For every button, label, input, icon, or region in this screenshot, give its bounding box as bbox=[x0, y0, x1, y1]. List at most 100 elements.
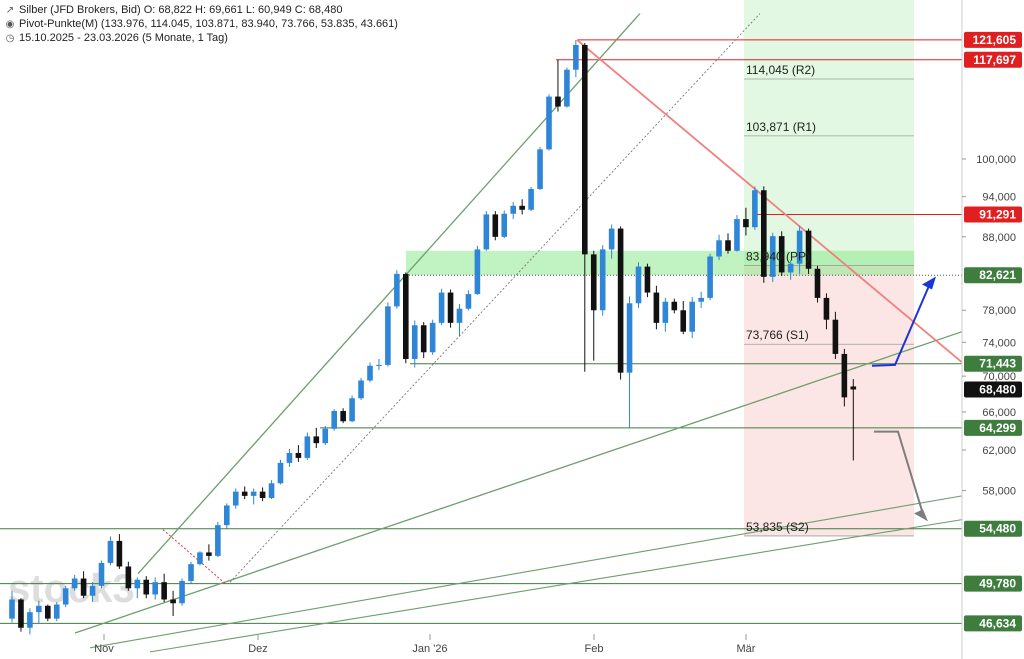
price-tag bbox=[964, 381, 1022, 398]
candle-up bbox=[107, 540, 114, 563]
grey-forecast-arrow bbox=[874, 430, 925, 518]
candle-up bbox=[27, 612, 33, 628]
time-axis[interactable]: Nov Dez Jan '26 Feb Mär bbox=[94, 634, 756, 655]
candle-up bbox=[152, 582, 158, 595]
lower-support-line-1 bbox=[89, 495, 963, 649]
price-tag bbox=[964, 615, 1022, 632]
dotted-trend-line bbox=[229, 13, 761, 583]
candle-up bbox=[36, 605, 42, 613]
candle-down bbox=[590, 254, 597, 311]
pivot-line: ◉ Pivot-Punkte(M) (133.976, 114.045, 103.… bbox=[4, 17, 398, 32]
candles bbox=[9, 39, 857, 635]
candle-up bbox=[376, 364, 382, 366]
candle-down bbox=[295, 452, 302, 458]
price-tag bbox=[964, 520, 1022, 537]
upper-channel-line bbox=[137, 13, 641, 575]
axis-tick-label: 74,000 bbox=[982, 337, 1016, 349]
title-line-text: Silber (JFD Brokers, Bid) O: 68,822 H: 6… bbox=[19, 4, 343, 16]
price-tag-label: 54,480 bbox=[979, 522, 1016, 536]
candle-up bbox=[537, 149, 543, 189]
price-tag-label: 91,291 bbox=[979, 207, 1016, 221]
candle-up bbox=[179, 580, 185, 604]
price-tag bbox=[964, 206, 1022, 223]
axis-tick-label: 70,000 bbox=[982, 371, 1016, 383]
horizontal-levels bbox=[0, 39, 962, 624]
candle-down bbox=[447, 292, 454, 323]
candle-up bbox=[250, 491, 257, 496]
candle-down bbox=[671, 301, 678, 311]
axis-tick-label: 100,000 bbox=[976, 154, 1016, 166]
candle-up bbox=[286, 452, 293, 463]
candle-up bbox=[608, 228, 615, 250]
candle-up bbox=[662, 301, 669, 323]
axis-tick-label: 78,000 bbox=[982, 305, 1016, 317]
candle-up bbox=[752, 190, 758, 228]
candle-up bbox=[394, 273, 400, 307]
candle-up bbox=[188, 564, 194, 581]
price-tag bbox=[964, 51, 1022, 68]
price-tag bbox=[964, 575, 1022, 592]
candle-down bbox=[555, 96, 561, 107]
candle-down bbox=[206, 552, 212, 556]
candle-down bbox=[259, 491, 266, 498]
candle-down bbox=[582, 44, 588, 255]
candle-up bbox=[635, 266, 642, 304]
pivot-label: 83,940 (PP) bbox=[746, 250, 810, 264]
candle-up bbox=[573, 44, 579, 70]
pivot-label: 73,766 (S1) bbox=[746, 328, 809, 342]
pivot-label: 53,835 (S2) bbox=[746, 520, 809, 534]
support-band bbox=[406, 250, 914, 276]
candle-up bbox=[716, 240, 722, 257]
lower-support-line-2 bbox=[149, 519, 963, 653]
blue-arrowhead bbox=[922, 276, 936, 290]
candle-down bbox=[653, 292, 660, 323]
candle-down bbox=[680, 310, 687, 332]
watermark: stock3 bbox=[8, 567, 135, 611]
candle-down bbox=[125, 566, 132, 589]
price-tag-label: 64,299 bbox=[979, 421, 1016, 435]
candle-up bbox=[358, 380, 364, 399]
candle-up bbox=[411, 325, 418, 359]
axis-tick-label: 58,000 bbox=[982, 486, 1016, 498]
candle-down bbox=[814, 268, 821, 298]
price-tag bbox=[964, 31, 1022, 48]
candle-down bbox=[761, 190, 767, 277]
candle-up bbox=[304, 436, 311, 458]
trend-lines bbox=[74, 13, 963, 653]
candle-up bbox=[367, 365, 373, 381]
candle-up bbox=[232, 491, 239, 506]
candle-up bbox=[546, 96, 552, 150]
candle-down bbox=[841, 353, 848, 398]
price-axis[interactable]: 58,000 62,000 66,000 70,000 74,000 78,000 88,0… bbox=[962, 154, 1016, 498]
candle-down bbox=[805, 230, 812, 269]
candle-up bbox=[474, 249, 481, 295]
minor-down-line bbox=[162, 529, 226, 584]
candle-down bbox=[850, 386, 857, 390]
candle-up bbox=[510, 205, 516, 214]
range-line-text: 15.10.2025 - 23.03.2026 (5 Monate, 1 Tag… bbox=[19, 32, 228, 44]
candle-up bbox=[465, 294, 472, 309]
time-tick-label: Mär bbox=[737, 643, 756, 655]
time-tick-label: Dez bbox=[248, 643, 268, 655]
candle-down bbox=[778, 236, 785, 273]
candle-up bbox=[734, 219, 740, 251]
candle-up bbox=[385, 306, 391, 365]
price-tag-label: 49,780 bbox=[979, 577, 1016, 591]
pivot-line-text: Pivot-Punkte(M) (133.976, 114.045, 103.8… bbox=[19, 18, 398, 30]
range-line: ◷ 15.10.2025 - 23.03.2026 (5 Monate, 1 Ta… bbox=[4, 31, 228, 46]
time-tick-label: Nov bbox=[94, 643, 114, 655]
candle-down bbox=[823, 297, 830, 320]
candle-down bbox=[340, 411, 346, 422]
candle-up bbox=[197, 552, 203, 565]
time-tick-label: Feb bbox=[585, 643, 604, 655]
candle-down bbox=[170, 599, 176, 604]
candle-down bbox=[143, 579, 150, 595]
price-tags: 121,605 117,697 91,291 82,621 71,443 68,480 64… bbox=[964, 31, 1022, 632]
downtrend-resistance-line bbox=[576, 39, 963, 364]
candle-up bbox=[322, 428, 329, 444]
price-tag bbox=[964, 267, 1022, 284]
candle-down bbox=[519, 205, 525, 210]
axis-tick-label: 62,000 bbox=[982, 445, 1016, 457]
candle-down bbox=[241, 491, 248, 496]
